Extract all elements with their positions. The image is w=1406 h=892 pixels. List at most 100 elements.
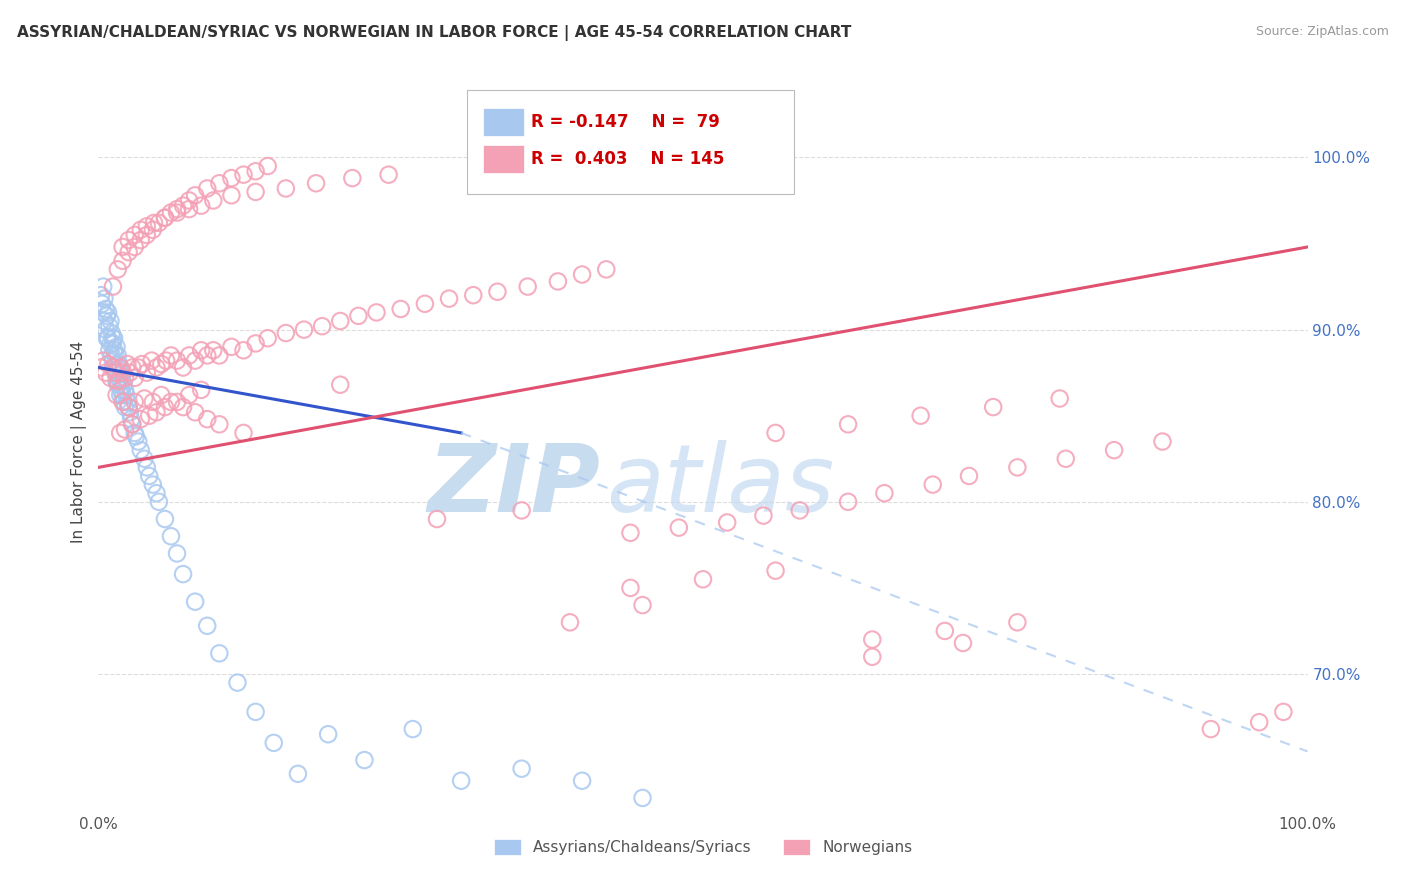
Point <box>631 598 654 612</box>
Point <box>108 357 131 371</box>
Point <box>952 636 974 650</box>
Point <box>125 429 148 443</box>
Point <box>112 377 135 392</box>
Text: ASSYRIAN/CHALDEAN/SYRIAC VS NORWEGIAN IN LABOR FORCE | AGE 45-54 CORRELATION CHA: ASSYRIAN/CHALDEAN/SYRIAC VS NORWEGIAN IN… <box>17 25 851 41</box>
Point <box>101 360 124 375</box>
Point <box>179 194 201 208</box>
Point <box>114 371 136 385</box>
Text: atlas: atlas <box>606 441 835 532</box>
Point <box>97 331 120 345</box>
Point <box>124 395 146 409</box>
Point <box>117 395 139 409</box>
Point <box>195 619 218 633</box>
Point <box>91 353 114 368</box>
Point <box>329 377 352 392</box>
Point <box>153 211 176 225</box>
Point <box>118 400 141 414</box>
FancyBboxPatch shape <box>482 145 524 173</box>
Point <box>208 417 231 432</box>
Point <box>121 360 143 375</box>
Point <box>96 331 118 345</box>
Text: Source: ZipAtlas.com: Source: ZipAtlas.com <box>1256 25 1389 38</box>
Point <box>510 762 533 776</box>
Point <box>94 323 117 337</box>
Point <box>108 360 131 375</box>
Point <box>121 417 143 432</box>
Point <box>111 388 134 402</box>
Point <box>100 314 122 328</box>
Point <box>172 400 194 414</box>
Point <box>195 412 218 426</box>
Point <box>94 301 117 316</box>
Point <box>765 564 787 578</box>
Point <box>860 649 883 664</box>
Point <box>97 305 120 319</box>
Point <box>145 360 167 375</box>
Text: R =  0.403    N = 145: R = 0.403 N = 145 <box>531 150 724 168</box>
Point <box>873 486 896 500</box>
Point <box>184 405 207 419</box>
Point <box>153 512 176 526</box>
Point <box>510 503 533 517</box>
Point <box>111 366 134 380</box>
Point <box>166 395 188 409</box>
Point <box>353 753 375 767</box>
Point <box>127 360 149 375</box>
Point <box>101 336 124 351</box>
Point <box>160 348 183 362</box>
Point <box>202 343 225 358</box>
Point <box>91 297 114 311</box>
Point <box>716 516 738 530</box>
Point <box>114 383 136 397</box>
Point <box>101 331 124 345</box>
Point <box>148 216 170 230</box>
Point <box>668 521 690 535</box>
Point <box>124 227 146 242</box>
Point <box>789 503 811 517</box>
Point <box>145 405 167 419</box>
Point <box>142 477 165 491</box>
Point <box>107 377 129 392</box>
Point <box>107 348 129 362</box>
Point <box>141 353 163 368</box>
Point <box>631 791 654 805</box>
Point <box>134 392 156 406</box>
Point <box>172 360 194 375</box>
Point <box>595 262 617 277</box>
Point <box>118 400 141 414</box>
Point <box>1152 434 1174 449</box>
Point <box>166 546 188 560</box>
Point <box>112 395 135 409</box>
Point <box>463 288 485 302</box>
Point <box>450 773 472 788</box>
Point <box>118 366 141 380</box>
Point <box>692 572 714 586</box>
Point <box>1007 460 1029 475</box>
Y-axis label: In Labor Force | Age 45-54: In Labor Force | Age 45-54 <box>72 341 87 542</box>
Point <box>114 422 136 436</box>
Point <box>245 164 267 178</box>
Point <box>305 176 328 190</box>
Point <box>108 388 131 402</box>
Point <box>124 425 146 440</box>
Point <box>134 451 156 466</box>
Point <box>245 185 267 199</box>
Point <box>245 705 267 719</box>
Point <box>837 495 859 509</box>
Point <box>103 331 125 345</box>
Point <box>120 412 142 426</box>
Point <box>166 353 188 368</box>
Point <box>104 348 127 362</box>
Point <box>104 366 127 380</box>
Point <box>143 216 166 230</box>
Point <box>837 417 859 432</box>
Point <box>107 374 129 388</box>
Point <box>101 279 124 293</box>
Point <box>127 434 149 449</box>
Point <box>117 357 139 371</box>
Point <box>160 395 183 409</box>
Point <box>547 274 569 288</box>
Point <box>96 309 118 323</box>
Point <box>571 773 593 788</box>
Point <box>558 615 581 630</box>
